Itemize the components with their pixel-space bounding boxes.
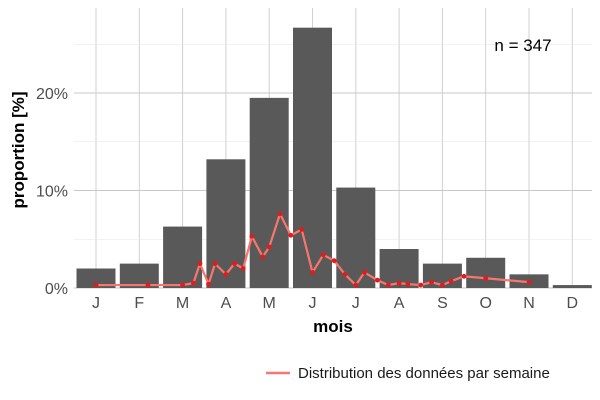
weekly-series-point (191, 280, 196, 286)
weekly-series-point (223, 271, 229, 277)
weekly-series-point (526, 279, 532, 285)
weekly-series-point (260, 254, 266, 260)
weekly-series-point (353, 282, 359, 288)
weekly-series-point (206, 281, 211, 287)
weekly-series-point (266, 244, 272, 250)
weekly-series-point (440, 282, 445, 288)
x-tick-label: S (437, 295, 448, 312)
weekly-series-point (197, 261, 203, 267)
weekly-series-point (385, 282, 391, 288)
x-tick-label: O (479, 295, 491, 312)
x-tick-label: D (567, 295, 579, 312)
x-tick-label: J (92, 295, 100, 312)
weekly-series-point (310, 270, 315, 275)
weekly-series-point (483, 275, 489, 281)
bar-j-6 (336, 187, 376, 288)
x-tick-label: A (221, 295, 232, 312)
weekly-line (93, 211, 532, 288)
bar-o-9 (466, 257, 506, 288)
weekly-series-point (448, 278, 454, 284)
sample-size-annotation: n = 347 (494, 36, 551, 55)
x-tick-label: J (352, 295, 360, 312)
weekly-series-point (145, 282, 151, 288)
weekly-series-point (249, 233, 255, 239)
bars (76, 27, 592, 289)
bar-m-4 (249, 97, 289, 288)
weekly-series-point (405, 281, 411, 287)
weekly-series-point (461, 273, 467, 279)
bar-f-1 (119, 263, 159, 288)
y-tick-label: 0% (45, 281, 68, 298)
y-axis-title: proportion [%] (9, 91, 28, 208)
y-tick-label: 20% (36, 86, 68, 103)
legend: Distribution des données par semaine (266, 365, 550, 382)
weekly-series-point (299, 227, 305, 232)
x-tick-label: A (394, 295, 405, 312)
x-tick-label: M (176, 295, 189, 312)
weekly-series-point (93, 282, 99, 288)
bar-d-11 (552, 285, 592, 288)
y-tick-label: 10% (36, 184, 68, 201)
x-axis-title: mois (313, 317, 353, 336)
weekly-series-point (396, 280, 402, 286)
weekly-series-point (212, 261, 218, 267)
x-tick-label: F (134, 295, 144, 312)
weekly-series-point (342, 271, 348, 277)
bar-m-2 (163, 226, 203, 288)
weekly-series-point (277, 211, 283, 217)
weekly-series-point (288, 232, 294, 238)
x-tick-label: J (309, 295, 317, 312)
bar-a-3 (206, 159, 246, 288)
horizontal-gridlines (74, 43, 592, 289)
y-tick-labels: 0% 10% 20% (36, 86, 68, 298)
weekly-series-point (331, 258, 337, 264)
weekly-series-point (240, 266, 246, 271)
x-tick-label: N (523, 295, 535, 312)
weekly-series-point (362, 270, 367, 275)
legend-label: Distribution des données par semaine (298, 365, 550, 382)
weekly-series-point (320, 252, 326, 258)
weekly-series-point (232, 261, 237, 267)
weekly-series-point (418, 282, 424, 288)
weekly-series-point (375, 277, 380, 283)
bar-j-5 (293, 27, 332, 289)
weekly-series-point (429, 279, 434, 285)
bar-j-0 (76, 268, 116, 288)
x-tick-label: M (263, 295, 276, 312)
weekly-series-point (180, 282, 186, 288)
